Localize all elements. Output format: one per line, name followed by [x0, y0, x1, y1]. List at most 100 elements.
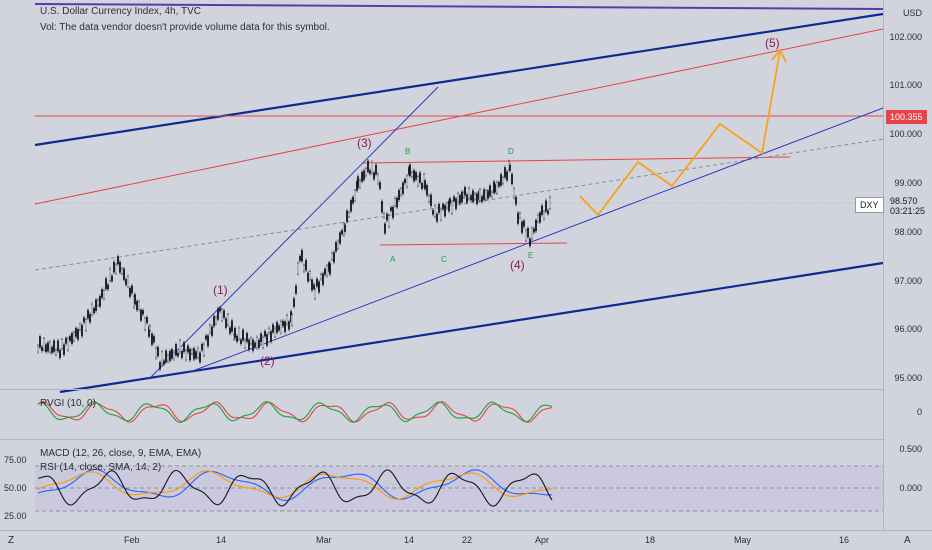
- candle-body: [280, 321, 282, 333]
- candle-body: [85, 319, 87, 331]
- triangle-bottom-line[interactable]: [379, 242, 568, 246]
- candle-body: [136, 301, 138, 311]
- candle-body: [421, 183, 423, 189]
- candle-body: [155, 348, 157, 359]
- candle-body: [276, 322, 278, 333]
- candle-body: [97, 300, 99, 306]
- candle-body: [113, 261, 115, 273]
- dashed-midline[interactable]: [34, 138, 884, 271]
- candle-body: [254, 342, 256, 348]
- panel-divider[interactable]: [0, 389, 932, 390]
- volume-note: Vol: The data vendor doesn't provide vol…: [40, 22, 330, 33]
- candle-body: [547, 210, 549, 215]
- steep-blue-line[interactable]: [149, 86, 439, 379]
- candle-body: [284, 321, 286, 332]
- candle-body: [383, 213, 385, 218]
- candle-body: [430, 194, 432, 207]
- candle-body: [221, 309, 223, 321]
- candle-body: [65, 338, 67, 344]
- candle-body: [331, 253, 333, 260]
- candle-body: [117, 256, 119, 265]
- candle-body: [89, 314, 91, 323]
- candle-body: [483, 189, 485, 200]
- candle-body: [153, 336, 155, 343]
- last-price: 98.570: [890, 196, 918, 206]
- rvgi-line: [37, 401, 553, 423]
- candle-body: [39, 336, 41, 348]
- rsi-legend[interactable]: RSI (14, close, SMA, 14, 2): [40, 462, 162, 473]
- candle-body: [361, 171, 363, 182]
- candle-body: [288, 321, 290, 330]
- candle-body: [419, 172, 421, 183]
- channel-top-line[interactable]: [34, 12, 884, 147]
- candle-body: [432, 210, 434, 215]
- candle-body: [359, 180, 361, 188]
- candle-body: [369, 170, 371, 174]
- candle-body: [529, 238, 531, 247]
- candle-body: [537, 215, 539, 222]
- price-tick: 102.000: [889, 32, 922, 42]
- candle-body: [107, 284, 109, 290]
- candle-body: [207, 335, 209, 347]
- rvgi-legend[interactable]: RVGI (10, 0): [40, 398, 96, 409]
- candle-body: [348, 212, 350, 217]
- candle-body: [367, 160, 369, 172]
- candle-body: [165, 350, 167, 362]
- candle-body: [185, 350, 187, 360]
- candle-body: [238, 327, 240, 340]
- candle-body: [229, 327, 231, 334]
- candle-body: [209, 325, 211, 333]
- candle-body: [406, 175, 408, 187]
- candle-body: [266, 334, 268, 346]
- price-tick: 101.000: [889, 80, 922, 90]
- zoom-button[interactable]: Z: [8, 535, 15, 546]
- price-axis[interactable]: USD 102.000 101.000 100.000 99.000 98.00…: [883, 0, 932, 530]
- time-axis[interactable]: Z Feb 14 Mar 14 22 Apr 18 May 16 A: [0, 530, 932, 550]
- candle-body: [363, 170, 365, 180]
- candle-body: [123, 268, 125, 280]
- macd-rsi-lines: [37, 468, 553, 507]
- pattern-label: B: [405, 147, 411, 156]
- candle-body: [424, 180, 426, 190]
- candle-body: [105, 278, 107, 290]
- candle-body: [337, 241, 339, 249]
- candle-body: [415, 172, 417, 180]
- candle-body: [270, 331, 272, 342]
- candle-body: [258, 339, 260, 348]
- candle-body: [193, 348, 195, 360]
- auto-scale-button[interactable]: A: [904, 535, 911, 546]
- macd-legend[interactable]: MACD (12, 26, close, 9, EMA, EMA): [40, 448, 202, 459]
- projected-wave-path[interactable]: [579, 50, 781, 217]
- candle-body: [515, 196, 517, 205]
- support-blue-line[interactable]: [189, 107, 884, 373]
- candle-body: [311, 279, 313, 291]
- candle-body: [457, 193, 459, 202]
- rsi-axis-label: 25.00: [4, 511, 27, 521]
- last-price-tag: 98.570 03:21:25: [886, 194, 929, 218]
- candle-body: [293, 298, 295, 307]
- candle-body: [411, 172, 413, 177]
- candle-body: [171, 349, 173, 359]
- candle-body: [388, 215, 390, 227]
- triangle-top-line[interactable]: [361, 156, 791, 164]
- candle-body: [55, 350, 57, 355]
- symbol-title[interactable]: U.S. Dollar Currency Index, 4h, TVC: [40, 6, 201, 17]
- candle-body: [525, 230, 527, 241]
- candle-body: [523, 220, 525, 227]
- top-purple-line[interactable]: [34, 3, 884, 10]
- candle-body: [434, 205, 436, 217]
- candle-body: [203, 344, 205, 356]
- candle-body: [272, 324, 274, 333]
- candle-body: [262, 337, 264, 348]
- candle-body: [234, 327, 236, 339]
- rvgi-signal-line: [37, 401, 553, 423]
- channel-bottom-line[interactable]: [59, 261, 884, 394]
- candle-body: [299, 256, 301, 261]
- candle-body: [297, 263, 299, 274]
- candle-body: [442, 203, 444, 210]
- panel-divider[interactable]: [0, 439, 932, 440]
- candle-body: [99, 296, 101, 307]
- candle-body: [390, 207, 392, 211]
